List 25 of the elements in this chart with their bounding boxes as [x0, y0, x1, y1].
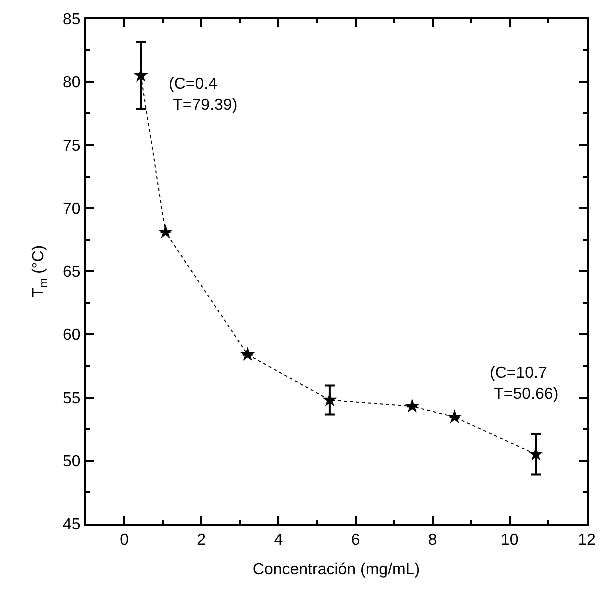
point [134, 68, 148, 82]
y-tick-label: 75 [63, 138, 81, 155]
x-tick-label: 0 [120, 532, 130, 550]
x-tick-label: 10 [501, 532, 519, 550]
y-tick-label: 80 [63, 74, 81, 92]
x-tick-label: 4 [274, 532, 284, 550]
y-tick-label: 55 [63, 390, 81, 408]
x-tick-label: 8 [428, 532, 438, 550]
x-tick-label: 6 [351, 532, 360, 550]
y-tick-label: 45 [63, 516, 81, 534]
annotation: (C=10.7 T=50.66) [490, 365, 559, 403]
point [447, 410, 462, 424]
annotation: (C=0.4 T=79.39) [169, 76, 238, 114]
point [405, 398, 420, 413]
y-tick-label: 85 [63, 12, 81, 29]
x-tick-label: 2 [197, 532, 206, 550]
y-tick-label: 60 [63, 327, 81, 344]
point [322, 392, 338, 407]
point [240, 347, 256, 362]
y-tick-label: 65 [63, 264, 81, 282]
x-tick-label: 12 [578, 532, 596, 550]
y-tick-label: 70 [63, 200, 81, 218]
point [158, 224, 174, 239]
x-axis-title: Concentración (mg/mL) [252, 561, 420, 578]
y-tick-label: 50 [63, 453, 81, 470]
